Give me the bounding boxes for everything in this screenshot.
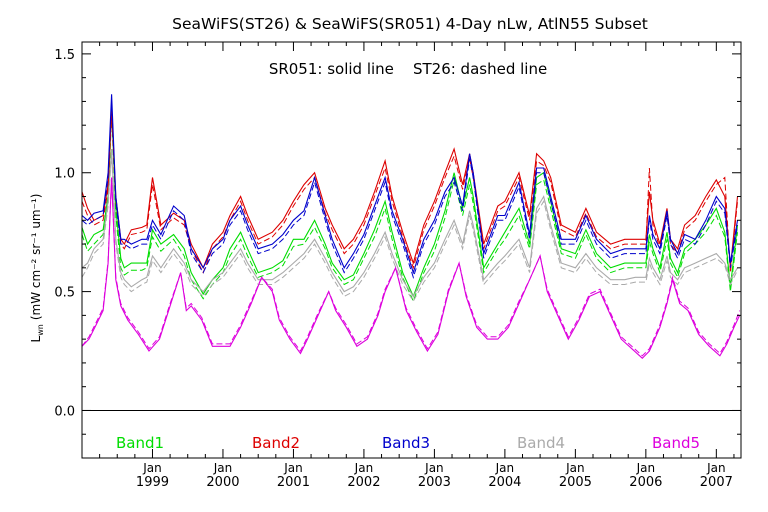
series-line-band2-dashed bbox=[81, 113, 738, 274]
series-line-band3-dashed bbox=[81, 101, 738, 279]
x-tick-label-year: 1999 bbox=[136, 475, 169, 490]
series-line-band4-solid bbox=[81, 148, 738, 298]
chart-subtitle: SR051: solid line ST26: dashed line bbox=[269, 60, 547, 78]
y-axis-label-symbol: L bbox=[29, 335, 43, 342]
legend-item-band5: Band5 bbox=[652, 434, 700, 452]
x-tick-label-year: 2005 bbox=[559, 475, 592, 490]
x-tick-label-month: Jan bbox=[424, 461, 444, 475]
series-line-band3-solid bbox=[81, 94, 739, 275]
x-tick-label-year: 2004 bbox=[488, 475, 521, 490]
x-tick-label-month: Jan bbox=[706, 461, 726, 475]
series-line-band1-solid bbox=[81, 106, 739, 298]
axes: 0.00.51.01.5Jan1999Jan2000Jan2001Jan2002… bbox=[54, 41, 742, 490]
series-line-band2-solid bbox=[81, 108, 739, 270]
series-line-band4-dashed bbox=[81, 153, 738, 303]
series-line-band1-dashed bbox=[81, 113, 738, 303]
x-tick-label-month: Jan bbox=[142, 461, 162, 475]
series-line-band5-dashed bbox=[81, 177, 741, 357]
y-axis-label-units: (mW cm⁻² sr⁻¹ um⁻¹) bbox=[29, 194, 43, 321]
y-tick-label: 0.5 bbox=[54, 286, 75, 301]
x-tick-label-year: 2006 bbox=[629, 475, 662, 490]
legend-item-band3: Band3 bbox=[382, 434, 430, 452]
x-tick-label-year: 2000 bbox=[206, 475, 239, 490]
x-tick-label-month: Jan bbox=[636, 461, 656, 475]
x-tick-label-year: 2001 bbox=[277, 475, 310, 490]
x-tick-label-month: Jan bbox=[283, 461, 303, 475]
y-axis-label-subscript: wn bbox=[36, 324, 45, 336]
x-tick-label-month: Jan bbox=[565, 461, 585, 475]
y-tick-label: 1.5 bbox=[54, 48, 75, 63]
chart-title: SeaWiFS(ST26) & SeaWiFS(SR051) 4-Day nLw… bbox=[172, 15, 648, 33]
x-tick-label-year: 2003 bbox=[418, 475, 451, 490]
legend-item-band2: Band2 bbox=[252, 434, 300, 452]
x-tick-label-month: Jan bbox=[213, 461, 233, 475]
y-tick-label: 1.0 bbox=[54, 167, 75, 182]
legend: Band1 Band2 Band3 Band4 Band5 bbox=[116, 434, 700, 452]
x-tick-label-month: Jan bbox=[495, 461, 515, 475]
plot-frame bbox=[81, 41, 742, 459]
y-tick-label: 0.0 bbox=[54, 404, 75, 419]
svg-text:Lwn(mW cm⁻² sr⁻¹ um⁻¹): Lwn (mW cm⁻² sr⁻¹ um⁻¹) bbox=[29, 194, 45, 343]
legend-item-band4: Band4 bbox=[517, 434, 565, 452]
y-axis-label: Lwn (mW cm⁻² sr⁻¹ um⁻¹) bbox=[29, 194, 45, 343]
series-line-band5-solid bbox=[81, 177, 741, 359]
x-tick-label-month: Jan bbox=[354, 461, 374, 475]
x-tick-label-year: 2002 bbox=[347, 475, 380, 490]
legend-item-band1: Band1 bbox=[116, 434, 164, 452]
plot-area bbox=[81, 94, 741, 359]
x-tick-label-year: 2007 bbox=[700, 475, 733, 490]
